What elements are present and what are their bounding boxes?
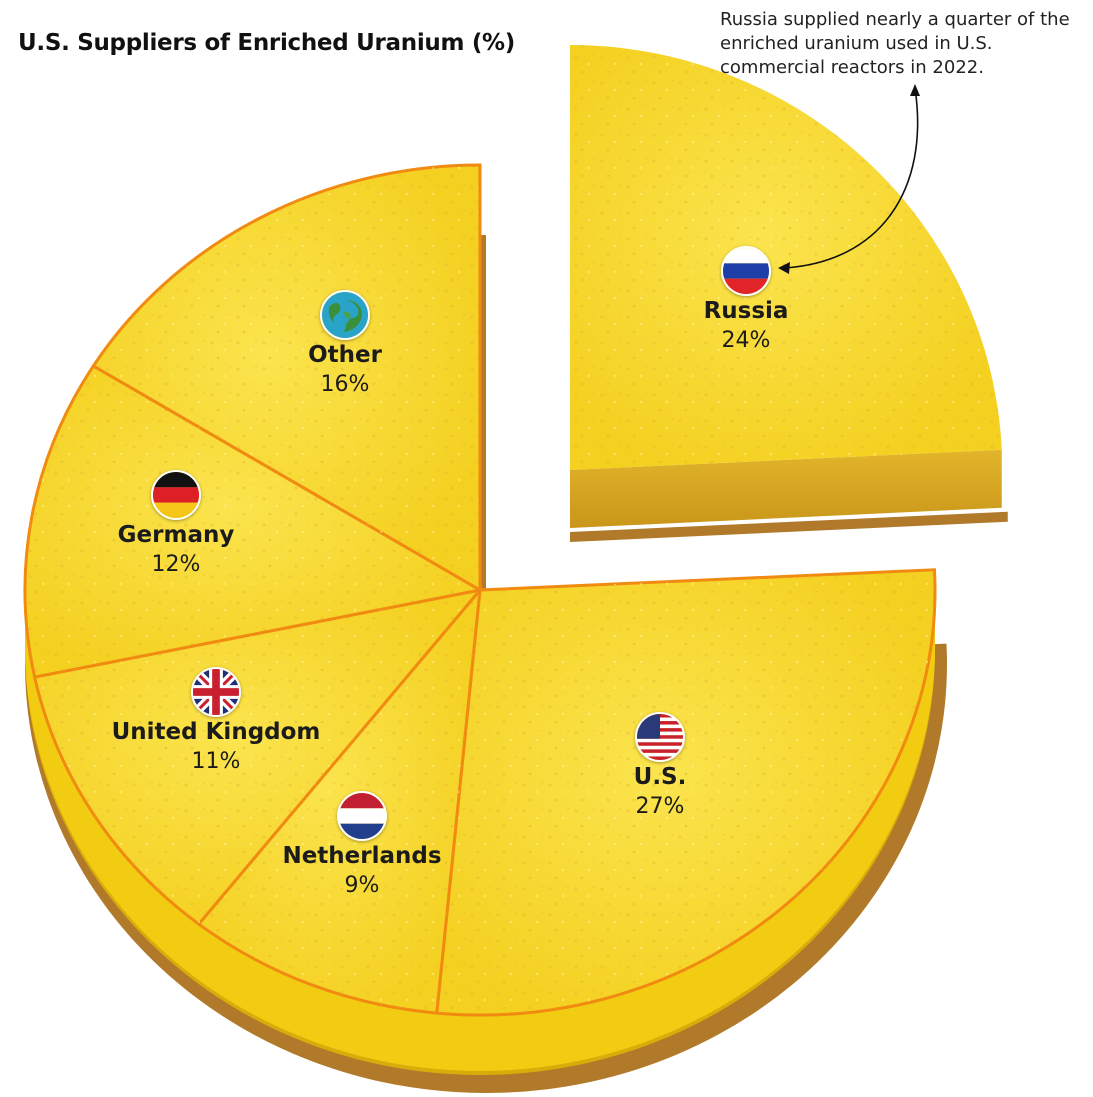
slice-texture [570, 45, 1002, 470]
slice-label-netherlands: Netherlands 9% [282, 843, 441, 898]
russia-slice-piece [570, 45, 1008, 542]
usa-flag-icon [635, 712, 685, 762]
arrow-head-bottom [778, 262, 790, 274]
slice-value-germany: 12% [151, 552, 201, 577]
slice-texture [436, 569, 935, 1015]
russia-annotation: Russia supplied nearly a quarter of the … [720, 9, 1070, 78]
annotation-arrow [778, 84, 920, 274]
uk-flag-icon [191, 667, 241, 717]
slice-name-united-kingdom: United Kingdom [111, 719, 321, 745]
slice-name-u-s-: U.S. [633, 764, 687, 790]
slice-value-other: 16% [320, 372, 370, 397]
slice-label-u-s-: U.S. 27% [634, 764, 687, 819]
slice-texture [93, 165, 480, 590]
chart-title: U.S. Suppliers of Enriched Uranium (%) [18, 30, 516, 56]
arrow-head-top [910, 84, 920, 96]
slice-label-germany: Germany 12% [118, 522, 235, 577]
globe-icon [320, 290, 370, 340]
arrow-line [783, 87, 919, 269]
slice-name-russia: Russia [703, 298, 789, 324]
russia-flag-icon [721, 246, 771, 296]
slice-value-u-s-: 27% [635, 794, 685, 819]
slice-name-netherlands: Netherlands [282, 843, 442, 869]
slice-texture [198, 590, 480, 1014]
germany-flag-icon [151, 470, 201, 520]
russia-crust [570, 511, 1008, 542]
russia-cut-face [570, 449, 1002, 528]
slice-label-russia: Russia 24% [704, 298, 789, 353]
slice-texture [24, 365, 480, 678]
slice-value-russia: 24% [721, 328, 771, 353]
slice-texture [34, 590, 480, 925]
slice-label-other: Other 16% [308, 342, 382, 397]
slice-label-united-kingdom: United Kingdom 11% [112, 719, 321, 774]
slice-name-other: Other [308, 342, 382, 368]
netherlands-flag-icon [337, 791, 387, 841]
pie-slices [23, 163, 937, 1017]
slice-value-united-kingdom: 11% [191, 749, 241, 774]
slice-name-germany: Germany [117, 522, 235, 548]
slice-value-netherlands: 9% [344, 873, 380, 898]
